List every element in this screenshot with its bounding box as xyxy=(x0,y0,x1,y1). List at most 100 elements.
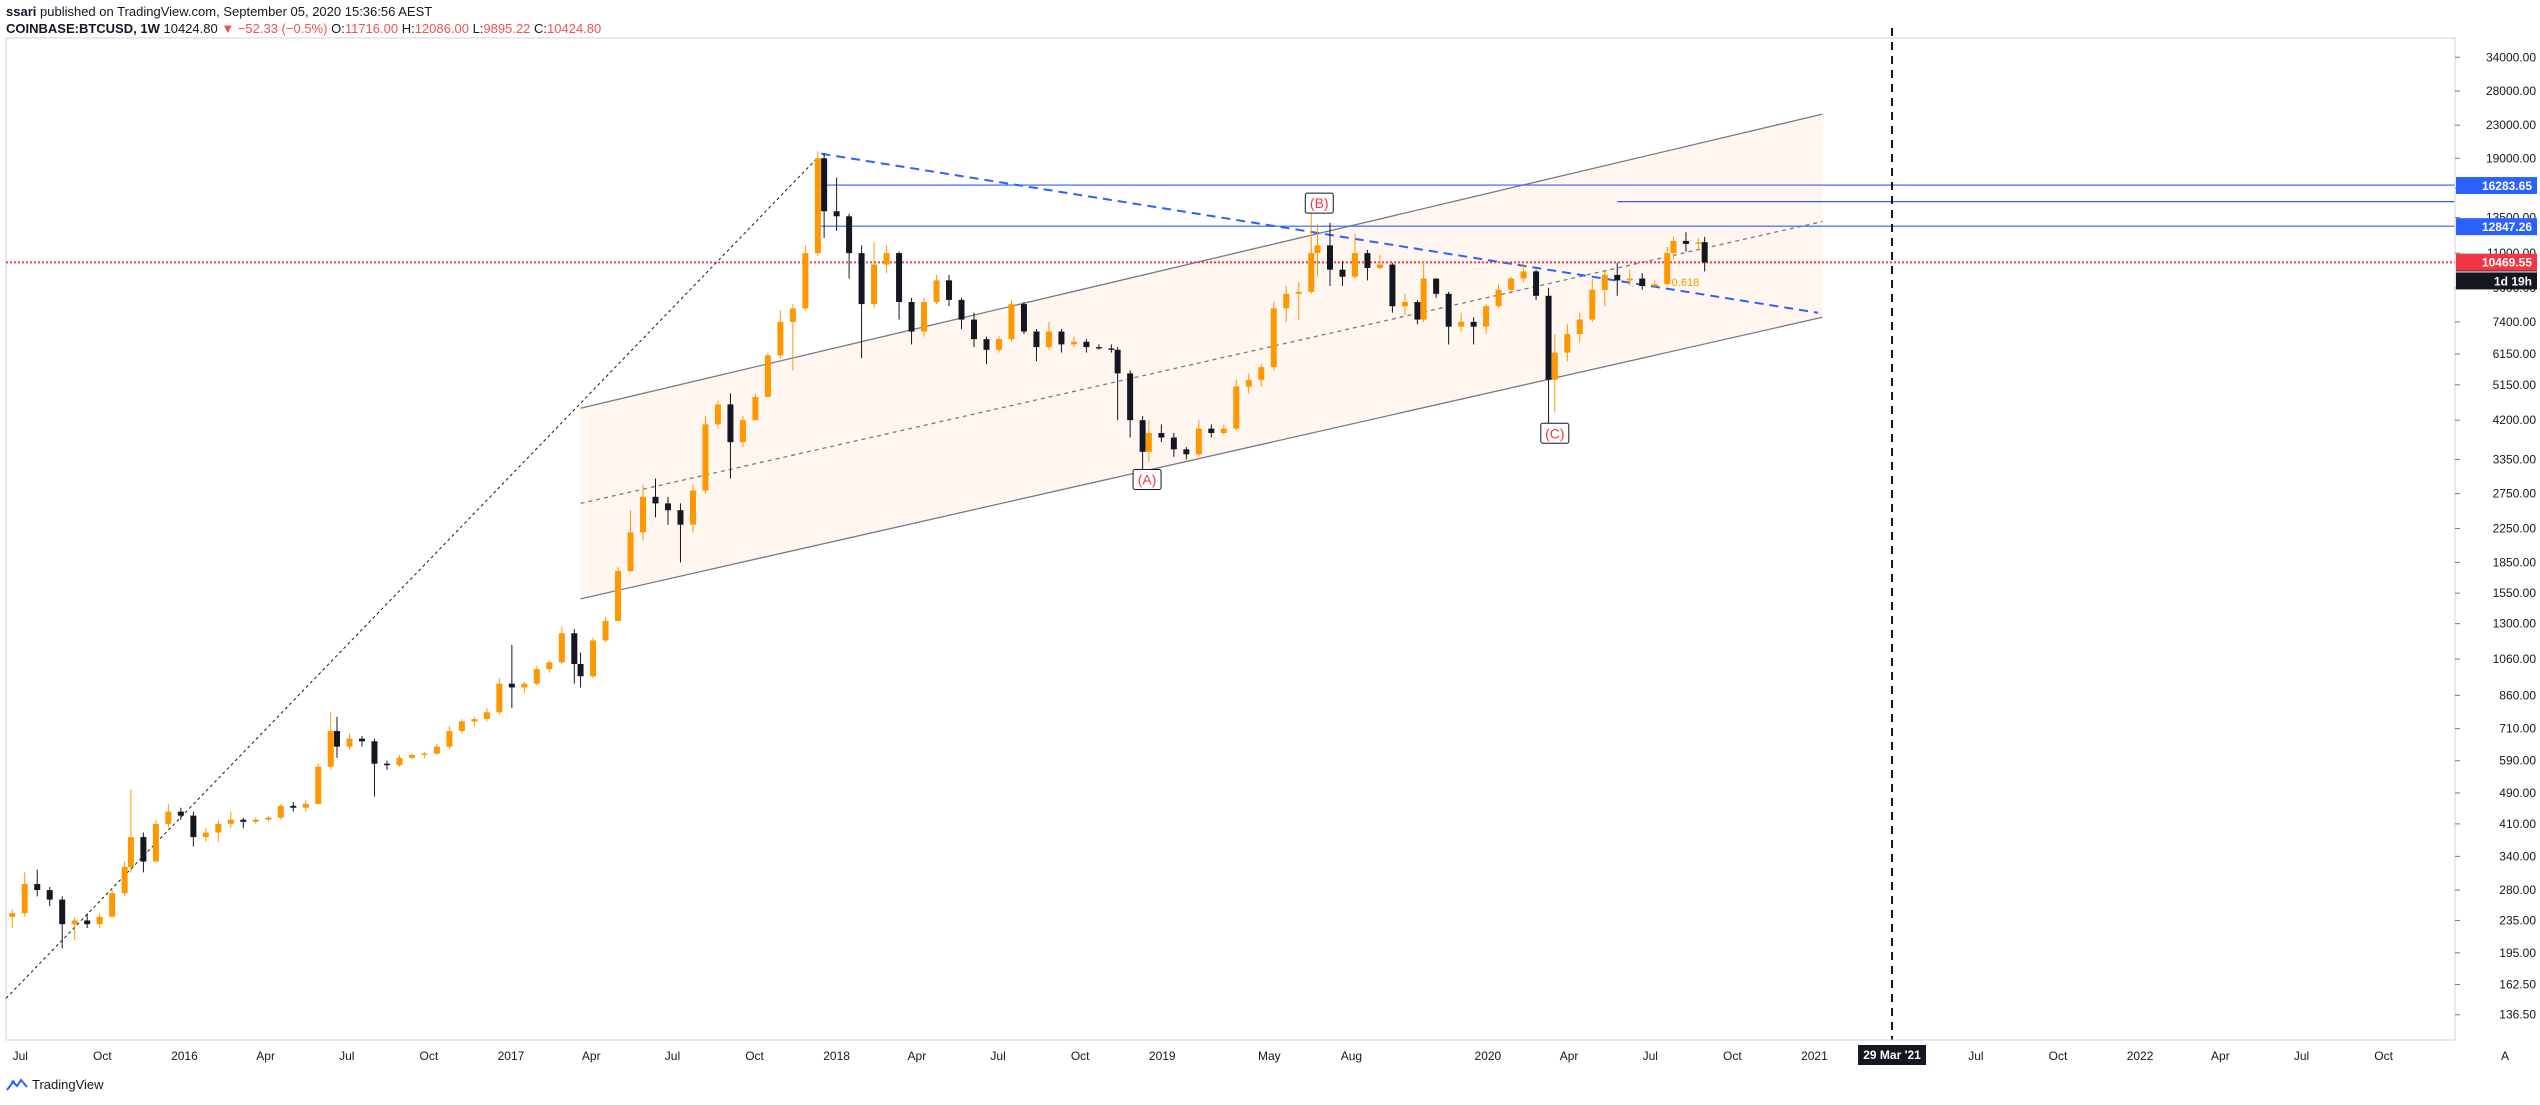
candle-body[interactable] xyxy=(1695,242,1702,244)
candle-body[interactable] xyxy=(471,719,478,722)
candle-body[interactable] xyxy=(1020,304,1027,332)
candle-body[interactable] xyxy=(1083,341,1090,348)
candle-body[interactable] xyxy=(333,731,340,747)
candle-body[interactable] xyxy=(1008,304,1015,340)
candle-body[interactable] xyxy=(1170,437,1177,450)
candle-body[interactable] xyxy=(1664,253,1671,285)
channel-upper-line[interactable] xyxy=(580,113,1823,409)
candle-body[interactable] xyxy=(652,496,659,504)
candle-body[interactable] xyxy=(789,308,796,322)
candle-body[interactable] xyxy=(1339,269,1346,277)
candle-body[interactable] xyxy=(1533,271,1540,296)
candle-body[interactable] xyxy=(1545,295,1552,380)
candle-body[interactable] xyxy=(1127,373,1134,421)
candle-body[interactable] xyxy=(1351,253,1358,277)
candle-body[interactable] xyxy=(165,811,172,824)
candle-body[interactable] xyxy=(508,683,515,688)
candle-body[interactable] xyxy=(1564,334,1571,353)
candle-body[interactable] xyxy=(1245,379,1252,387)
candle-body[interactable] xyxy=(421,753,428,755)
candle-body[interactable] xyxy=(1576,319,1583,335)
candle-body[interactable] xyxy=(908,301,915,332)
candle-body[interactable] xyxy=(1114,349,1121,374)
candle-body[interactable] xyxy=(433,746,440,754)
candle-body[interactable] xyxy=(846,216,853,254)
candle-body[interactable] xyxy=(946,280,953,300)
candle-body[interactable] xyxy=(152,823,159,862)
candle-body[interactable] xyxy=(1551,352,1558,380)
candle-body[interactable] xyxy=(1208,428,1215,434)
candle-body[interactable] xyxy=(802,253,809,309)
symbol-label[interactable]: COINBASE:BTCUSD xyxy=(6,21,134,36)
candle-body[interactable] xyxy=(1433,278,1440,294)
candle-body[interactable] xyxy=(1389,264,1396,307)
candle-body[interactable] xyxy=(371,741,378,764)
candle-body[interactable] xyxy=(1158,433,1165,438)
candle-body[interactable] xyxy=(896,253,903,302)
candle-body[interactable] xyxy=(558,633,565,663)
candle-body[interactable] xyxy=(96,916,103,925)
candle-body[interactable] xyxy=(109,893,116,917)
candle-body[interactable] xyxy=(958,299,965,320)
candle-body[interactable] xyxy=(1470,321,1477,327)
candle-body[interactable] xyxy=(933,280,940,302)
candle-body[interactable] xyxy=(1195,428,1202,455)
candle-body[interactable] xyxy=(408,754,415,758)
candle-body[interactable] xyxy=(739,420,746,443)
candle-body[interactable] xyxy=(1145,433,1152,452)
candle-body[interactable] xyxy=(1508,278,1515,290)
candle-body[interactable] xyxy=(577,664,584,677)
candle-body[interactable] xyxy=(1601,274,1608,290)
candle-body[interactable] xyxy=(1314,245,1321,254)
candle-body[interactable] xyxy=(190,815,197,838)
candle-body[interactable] xyxy=(1614,274,1621,281)
candle-body[interactable] xyxy=(1483,306,1490,327)
candle-body[interactable] xyxy=(752,397,759,421)
candle-body[interactable] xyxy=(446,731,453,747)
candle-body[interactable] xyxy=(240,819,247,822)
candle-body[interactable] xyxy=(1414,301,1421,320)
candle-body[interactable] xyxy=(1651,284,1658,287)
candle-body[interactable] xyxy=(1420,278,1427,320)
candle-body[interactable] xyxy=(1326,245,1333,270)
candle-body[interactable] xyxy=(1458,321,1465,327)
candle-body[interactable] xyxy=(483,712,490,720)
candle-body[interactable] xyxy=(533,669,540,684)
candle-body[interactable] xyxy=(833,211,840,217)
candle-body[interactable] xyxy=(1139,420,1146,452)
candle-body[interactable] xyxy=(290,805,297,808)
candle-body[interactable] xyxy=(127,837,134,867)
candle-body[interactable] xyxy=(202,832,209,838)
candle-body[interactable] xyxy=(358,738,365,742)
candle-body[interactable] xyxy=(1670,240,1677,254)
candle-body[interactable] xyxy=(59,899,66,925)
candle-body[interactable] xyxy=(602,621,609,641)
candle-body[interactable] xyxy=(1701,242,1708,263)
candle-body[interactable] xyxy=(277,805,284,818)
interval-label[interactable]: , 1W xyxy=(133,21,160,36)
candle-body[interactable] xyxy=(1270,308,1277,368)
candle-body[interactable] xyxy=(883,253,890,265)
candle-body[interactable] xyxy=(702,424,709,491)
candle-body[interactable] xyxy=(1183,449,1190,455)
candle-body[interactable] xyxy=(396,757,403,766)
candle-body[interactable] xyxy=(34,883,41,891)
candle-body[interactable] xyxy=(140,837,147,862)
candle-body[interactable] xyxy=(640,496,647,533)
candle-body[interactable] xyxy=(983,339,990,350)
candle-body[interactable] xyxy=(265,817,272,820)
candle-body[interactable] xyxy=(21,883,28,914)
candle-body[interactable] xyxy=(346,738,353,747)
candle-body[interactable] xyxy=(689,490,696,525)
publisher-name[interactable]: ssari xyxy=(6,4,37,19)
candle-body[interactable] xyxy=(1283,293,1290,309)
candle-body[interactable] xyxy=(1220,428,1227,434)
candle-body[interactable] xyxy=(496,683,503,713)
candle-body[interactable] xyxy=(177,811,184,816)
candle-body[interactable] xyxy=(215,823,222,833)
candle-body[interactable] xyxy=(1589,289,1596,320)
candle-body[interactable] xyxy=(1682,240,1689,244)
candle-body[interactable] xyxy=(1095,347,1102,349)
candle-body[interactable] xyxy=(458,721,465,732)
candle-body[interactable] xyxy=(1626,278,1633,281)
